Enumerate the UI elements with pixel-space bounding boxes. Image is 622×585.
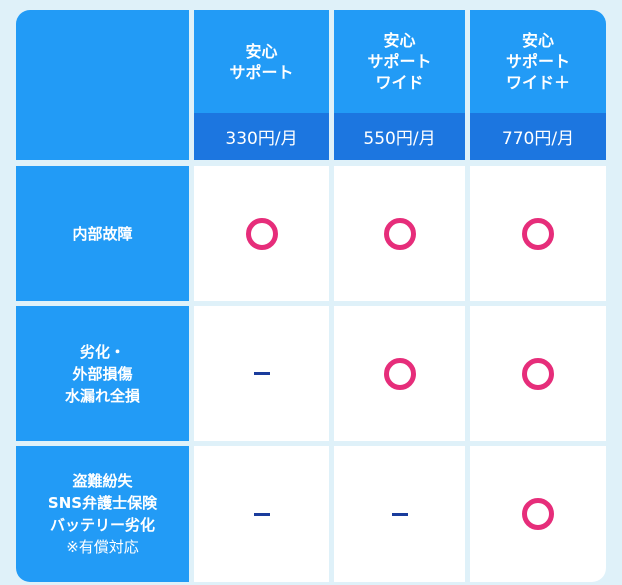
coverage-cell bbox=[334, 446, 465, 582]
coverage-cell bbox=[470, 306, 606, 441]
plan-price: 550円/月 bbox=[334, 113, 465, 160]
not-covered-dash-icon bbox=[391, 512, 408, 516]
coverage-cell bbox=[334, 306, 465, 441]
coverage-cell bbox=[470, 446, 606, 582]
plan-name-header: 安心 サポート ワイド bbox=[334, 10, 465, 113]
row-label: 盗難紛失 SNS弁護士保険 バッテリー劣化 ※有償対応 bbox=[16, 446, 189, 582]
coverage-cell bbox=[334, 166, 465, 301]
row-label-note: ※有償対応 bbox=[66, 538, 139, 556]
header-corner bbox=[16, 10, 189, 160]
coverage-cell bbox=[194, 306, 329, 441]
row-label: 劣化・ 外部損傷 水漏れ全損 bbox=[16, 306, 189, 441]
row-label-text: 内部故障 bbox=[72, 224, 133, 243]
row-label: 内部故障 bbox=[16, 166, 189, 301]
not-covered-dash-icon bbox=[253, 372, 270, 375]
covered-circle-icon bbox=[522, 498, 554, 530]
covered-circle-icon bbox=[522, 357, 554, 390]
row-label-text: 劣化・ 外部損傷 水漏れ全損 bbox=[64, 342, 140, 405]
row-label-text: 盗難紛失 SNS弁護士保険 バッテリー劣化 bbox=[47, 472, 158, 534]
not-covered-dash-icon bbox=[253, 512, 270, 516]
plan-name-header: 安心 サポート bbox=[194, 10, 329, 113]
coverage-cell bbox=[194, 166, 329, 301]
plan-price: 330円/月 bbox=[194, 113, 329, 160]
covered-circle-icon bbox=[245, 217, 278, 250]
coverage-cell bbox=[194, 446, 329, 582]
plan-name-header: 安心 サポート ワイド＋ bbox=[470, 10, 606, 113]
covered-circle-icon bbox=[383, 357, 416, 390]
coverage-cell bbox=[470, 166, 606, 301]
covered-circle-icon bbox=[383, 217, 416, 250]
covered-circle-icon bbox=[522, 217, 554, 250]
plan-price: 770円/月 bbox=[470, 113, 606, 160]
